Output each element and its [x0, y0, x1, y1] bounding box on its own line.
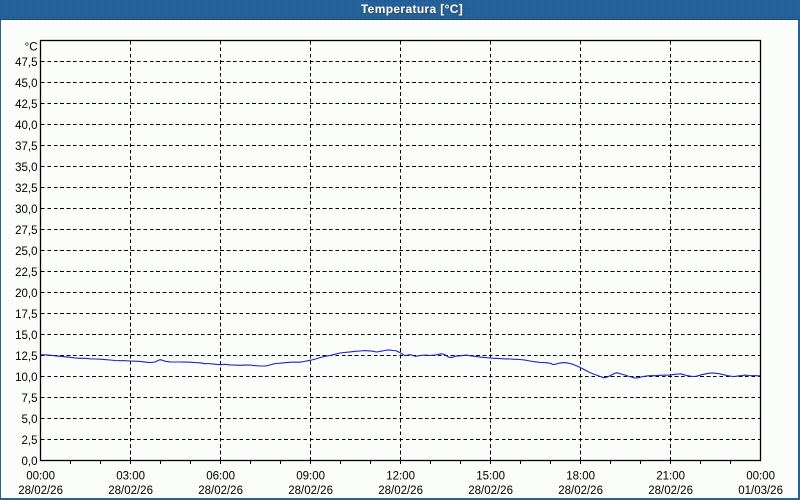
svg-text:00:00: 00:00: [746, 470, 775, 482]
svg-text:17,5: 17,5: [15, 309, 37, 321]
svg-text:28/02/26: 28/02/26: [468, 485, 513, 497]
svg-text:30,0: 30,0: [15, 204, 37, 216]
svg-text:28/02/26: 28/02/26: [108, 485, 153, 497]
svg-text:0,0: 0,0: [22, 456, 38, 468]
svg-text:40,0: 40,0: [15, 120, 37, 132]
svg-text:15:00: 15:00: [476, 470, 505, 482]
svg-text:01/03/26: 01/03/26: [738, 485, 783, 497]
svg-text:45,0: 45,0: [15, 78, 37, 90]
svg-text:20,0: 20,0: [15, 288, 37, 300]
svg-text:12:00: 12:00: [386, 470, 415, 482]
svg-text:28/02/26: 28/02/26: [378, 485, 423, 497]
svg-text:10,0: 10,0: [15, 372, 37, 384]
svg-text:06:00: 06:00: [206, 470, 235, 482]
svg-text:18:00: 18:00: [566, 470, 595, 482]
svg-text:37,5: 37,5: [15, 141, 37, 153]
svg-text:27,5: 27,5: [15, 225, 37, 237]
svg-text:15,0: 15,0: [15, 330, 37, 342]
svg-text:21:00: 21:00: [656, 470, 685, 482]
svg-text:28/02/26: 28/02/26: [18, 485, 63, 497]
svg-text:25,0: 25,0: [15, 246, 37, 258]
svg-text:47,5: 47,5: [15, 57, 37, 69]
svg-text:09:00: 09:00: [296, 470, 325, 482]
svg-text:12,5: 12,5: [15, 351, 37, 363]
svg-text:°C: °C: [25, 42, 38, 54]
svg-text:28/02/26: 28/02/26: [288, 485, 333, 497]
svg-text:28/02/26: 28/02/26: [558, 485, 603, 497]
svg-text:28/02/26: 28/02/26: [198, 485, 243, 497]
svg-text:35,0: 35,0: [15, 162, 37, 174]
svg-text:32,5: 32,5: [15, 183, 37, 195]
svg-text:28/02/26: 28/02/26: [648, 485, 693, 497]
svg-text:7,5: 7,5: [22, 393, 38, 405]
svg-text:42,5: 42,5: [15, 99, 37, 111]
svg-text:2,5: 2,5: [22, 435, 38, 447]
svg-text:5,0: 5,0: [22, 414, 38, 426]
svg-text:22,5: 22,5: [15, 267, 37, 279]
svg-text:03:00: 03:00: [116, 470, 145, 482]
svg-text:00:00: 00:00: [26, 470, 55, 482]
